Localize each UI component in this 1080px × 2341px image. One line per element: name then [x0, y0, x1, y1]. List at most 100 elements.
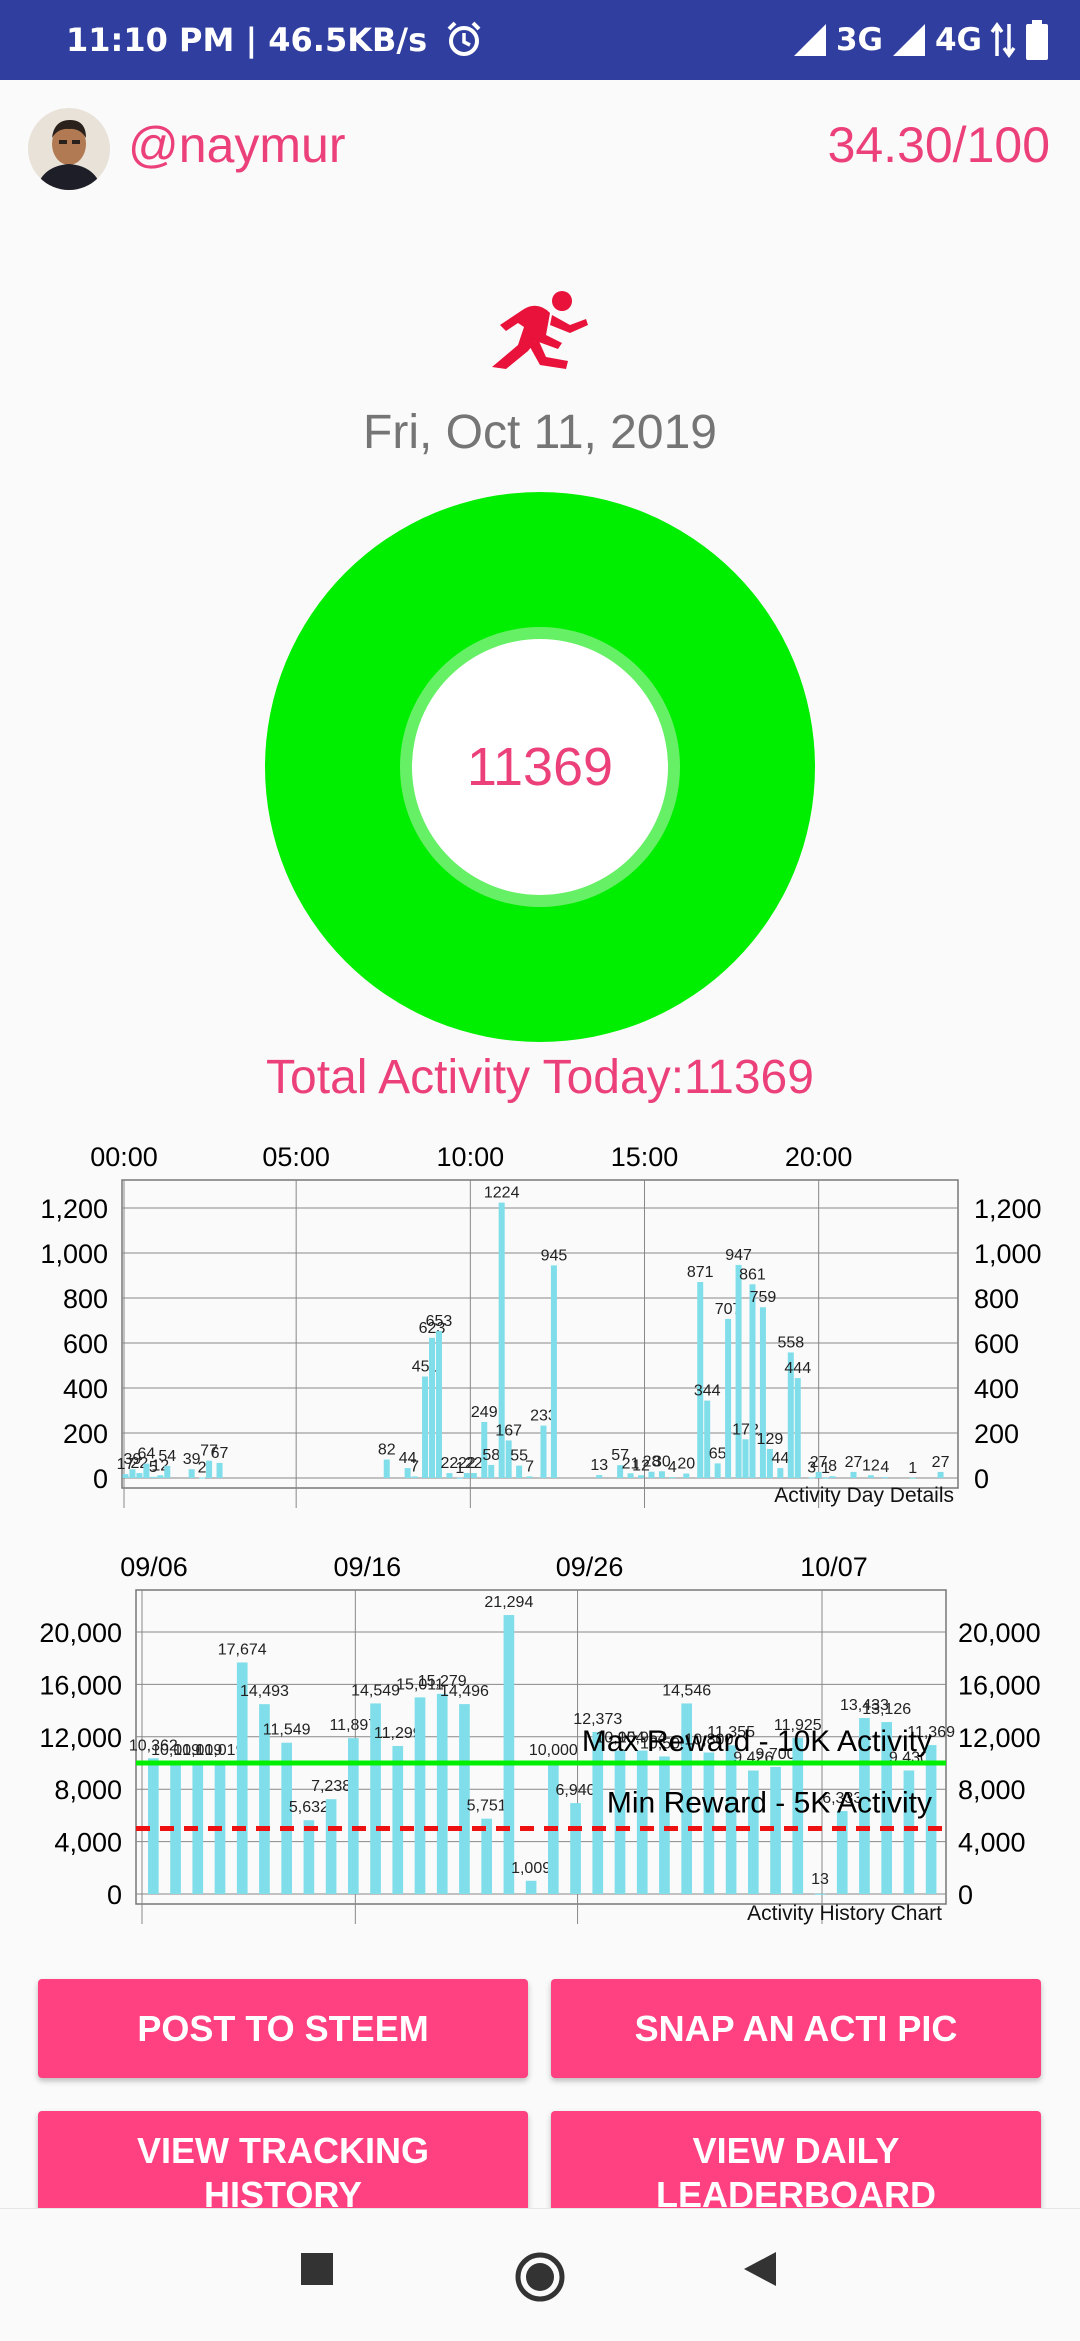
bar-value-label: 947 [725, 1247, 752, 1264]
bar-value-label: 17 [117, 1456, 135, 1473]
bar-value-label: 82 [378, 1442, 396, 1459]
bar-value-label: 57 [611, 1447, 629, 1464]
bar-value-label: 11,549 [263, 1722, 311, 1739]
bar-value-label: 21,294 [484, 1594, 533, 1611]
bar [836, 1811, 848, 1894]
bar-value-label: 344 [694, 1383, 721, 1400]
bar-value-label: 77 [200, 1443, 218, 1460]
bar-value-label: 10,019 [151, 1742, 200, 1759]
bar-value-label: 10,362 [129, 1737, 178, 1754]
bar-value-label: 14,496 [440, 1683, 489, 1700]
y-tick-label-right: 20,000 [958, 1618, 1041, 1648]
y-tick-label-left: 1,000 [40, 1239, 108, 1269]
x-tick-label: 05:00 [262, 1142, 330, 1172]
bar-value-label: 871 [687, 1264, 714, 1281]
snap-acti-pic-label: SNAP AN ACTI PIC [634, 2007, 958, 2049]
bar [429, 1337, 436, 1478]
username[interactable]: @naymur [128, 117, 346, 173]
bar-value-label: 11,355 [707, 1724, 755, 1741]
bar [681, 1703, 692, 1894]
bar [370, 1703, 381, 1894]
bar-value-label: 44 [771, 1450, 789, 1467]
y-tick-label-right: 1,000 [974, 1239, 1042, 1269]
status-time-speed: 11:10 PM | 46.5KB/s [66, 21, 428, 59]
bar [859, 1718, 870, 1894]
bar [714, 1463, 721, 1478]
home-button-icon[interactable] [512, 2249, 568, 2305]
total-activity-label: Total Activity Today:11369 [266, 1051, 814, 1104]
bar [435, 1331, 442, 1478]
bar [925, 1745, 937, 1894]
chart-frame [121, 1179, 959, 1489]
navigation-bar [0, 2208, 1080, 2341]
bar-value-label: 22 [465, 1455, 483, 1472]
post-to-steem-button[interactable]: POST TO STEEM [38, 1979, 528, 2078]
bar [814, 1893, 826, 1895]
y-tick-label-left: 0 [107, 1880, 122, 1910]
bar [808, 1477, 815, 1479]
recents-button-icon[interactable] [297, 2249, 337, 2289]
bar [749, 1284, 756, 1478]
back-button-icon[interactable] [740, 2249, 780, 2289]
avatar[interactable] [28, 108, 110, 190]
bar-value-label: 17,674 [218, 1641, 267, 1658]
y-tick-label-right: 8,000 [958, 1775, 1026, 1805]
bar-value-label: 10,500 [640, 1735, 689, 1752]
bar [617, 1465, 624, 1478]
bar-value-label: 27 [932, 1454, 950, 1471]
bar [446, 1473, 453, 1478]
bar [903, 1770, 915, 1894]
bar [157, 1475, 164, 1478]
bar [148, 1758, 159, 1894]
bar [725, 1318, 732, 1478]
y-tick-label-right: 600 [974, 1329, 1019, 1359]
bar-value-label: 39 [124, 1451, 142, 1468]
x-tick-label: 20:00 [785, 1142, 853, 1172]
bar-value-label: 14,546 [662, 1682, 711, 1699]
bar [759, 1307, 766, 1478]
min-reward-label: Min Reward - 5K Activity [607, 1787, 932, 1820]
status-bar: 11:10 PM | 46.5KB/s 3G 4G [0, 0, 1080, 80]
bar-value-label: 13 [590, 1457, 608, 1474]
snap-acti-pic-button[interactable]: SNAP AN ACTI PIC [551, 1979, 1041, 2078]
y-tick-label-right: 0 [974, 1464, 989, 1494]
bar [129, 1469, 136, 1478]
bar-value-label: 444 [784, 1360, 811, 1377]
bar [303, 1820, 315, 1894]
bar [481, 1818, 492, 1894]
bar-value-label: 759 [750, 1289, 777, 1306]
bar [414, 1697, 426, 1894]
x-tick-label: 09/16 [334, 1552, 402, 1582]
bar [188, 1469, 195, 1478]
bar-value-label: 55 [510, 1448, 528, 1465]
bar [669, 1477, 676, 1479]
bar-value-label: 30 [653, 1453, 671, 1470]
bar-value-label: 7 [410, 1458, 419, 1475]
bar-value-label: 707 [715, 1301, 742, 1318]
bar [122, 1474, 129, 1478]
bar [383, 1459, 390, 1478]
bar-value-label: 27 [845, 1454, 863, 1471]
bar [348, 1738, 359, 1894]
bar [459, 1704, 470, 1894]
activity-ring-graphic [265, 492, 815, 1042]
bar-value-label: 5,632 [289, 1799, 329, 1816]
x-tick-label: 09/26 [556, 1552, 624, 1582]
bar [659, 1756, 670, 1894]
y-tick-label-right: 4,000 [958, 1828, 1026, 1858]
bar-value-label: 558 [777, 1334, 804, 1351]
bar [937, 1471, 944, 1478]
bar [488, 1464, 495, 1478]
bar-value-label: 249 [471, 1404, 498, 1421]
bar-value-label: 22 [441, 1455, 459, 1472]
bar-value-label: 15,279 [418, 1673, 467, 1690]
bar [259, 1704, 270, 1894]
y-tick-label-right: 800 [974, 1284, 1019, 1314]
max-reward-label: Max Reward - 10K Activity [582, 1725, 932, 1758]
bar [281, 1742, 292, 1894]
y-tick-label-left: 400 [63, 1374, 108, 1404]
bar [463, 1473, 470, 1478]
bar-value-label: 129 [757, 1431, 784, 1448]
bar [770, 1766, 781, 1894]
bar-value-label: 11,925 [774, 1717, 822, 1734]
